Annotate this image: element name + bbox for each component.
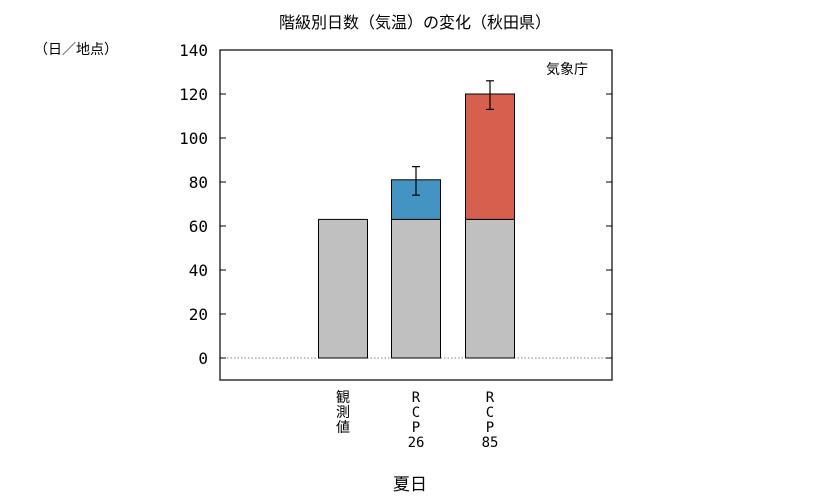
bar-base <box>391 218 441 359</box>
error-bars-group <box>412 80 494 196</box>
y-tick-label: 0 <box>198 349 208 368</box>
source-label: 気象庁 <box>546 62 588 78</box>
y-axis-unit-label: （日／地点） <box>34 42 118 58</box>
chart-title: 階級別日数（気温）の変化（秋田県） <box>279 13 551 32</box>
y-tick-label: 20 <box>189 305 208 324</box>
bar-increase <box>465 93 515 220</box>
y-tick-label: 120 <box>179 85 208 104</box>
plot-frame <box>219 49 613 381</box>
y-tick-label: 100 <box>179 129 208 148</box>
x-axis: 観測値 R C P 26 R C P 85 <box>336 389 498 451</box>
bar-base <box>318 218 368 359</box>
bar-base <box>465 218 515 359</box>
y-tick-label: 40 <box>189 261 208 280</box>
y-axis: 0 20 40 60 80 100 120 140 <box>179 41 612 368</box>
y-tick-label: 80 <box>189 173 208 192</box>
y-tick-label: 60 <box>189 217 208 236</box>
y-tick-label: 140 <box>179 41 208 60</box>
x-axis-title: 夏日 <box>393 475 427 495</box>
x-tick-label: R C P 26 <box>408 390 425 451</box>
x-tick-label: R C P 85 <box>482 390 499 451</box>
bars-group <box>318 93 515 359</box>
x-tick-label: 観測値 <box>336 389 350 436</box>
